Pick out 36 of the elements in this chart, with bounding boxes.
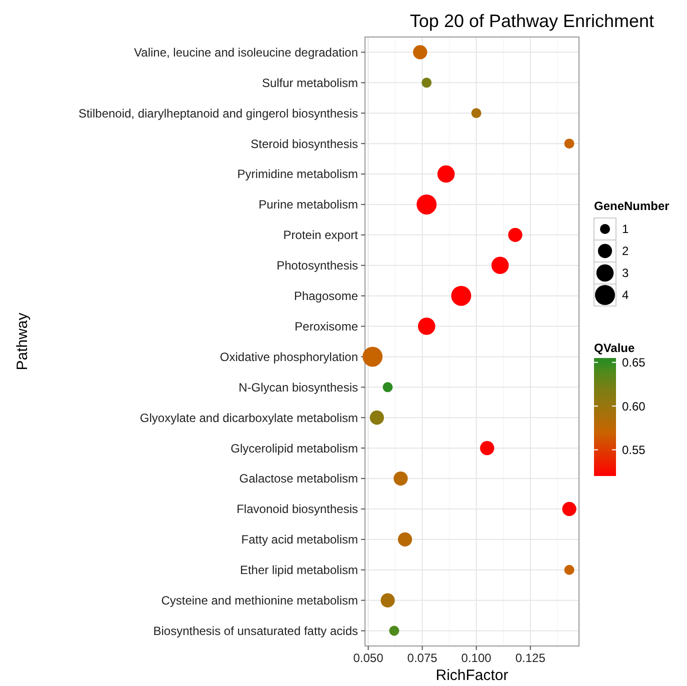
- y-tick-label: Sulfur metabolism: [262, 76, 358, 90]
- y-tick-label: Biosynthesis of unsaturated fatty acids: [153, 624, 358, 638]
- y-tick-label: Glyoxylate and dicarboxylate metabolism: [140, 410, 358, 425]
- y-tick-label: Peroxisome: [294, 319, 358, 334]
- x-tick-label: 0.050: [353, 651, 384, 665]
- y-tick-label: Steroid biosynthesis: [250, 136, 358, 151]
- y-tick-label: Protein export: [283, 228, 359, 242]
- y-tick-label: N-Glycan biosynthesis: [238, 380, 358, 394]
- legend-label: 2: [622, 244, 629, 258]
- y-tick-label: Glycerolipid metabolism: [230, 441, 358, 456]
- y-tick-label: Stilbenoid, diarylheptanoid and gingerol biosynthesis: [78, 106, 358, 120]
- x-tick-label: 0.100: [461, 651, 492, 665]
- x-axis-title: RichFactor: [436, 667, 508, 684]
- x-tick-label: 0.125: [515, 651, 546, 665]
- legend-label: 1: [622, 222, 629, 236]
- legend-title: GeneNumber: [594, 199, 670, 213]
- color-bar-label: 0.60: [622, 399, 646, 414]
- y-tick-label: Valine, leucine and isoleucine degradation: [134, 45, 358, 60]
- y-tick-label: Photosynthesis: [276, 258, 358, 273]
- chart-title: Top 20 of Pathway Enrichment: [410, 11, 654, 31]
- y-tick-label: Ether lipid metabolism: [240, 563, 358, 578]
- legend-label: 4: [622, 288, 629, 302]
- x-tick-label: 0.075: [407, 651, 438, 665]
- y-tick-label: Galactose metabolism: [239, 472, 358, 486]
- y-tick-label: Cysteine and methionine metabolism: [161, 594, 358, 608]
- y-tick-label: Fatty acid metabolism: [241, 532, 358, 547]
- color-bar-label: 0.55: [622, 442, 646, 457]
- y-tick-label: Purine metabolism: [258, 198, 358, 212]
- y-tick-label: Pyrimidine metabolism: [237, 167, 358, 182]
- color-bar-title: QValue: [594, 341, 636, 355]
- y-tick-label: Phagosome: [294, 289, 358, 304]
- legend-label: 3: [622, 266, 629, 280]
- color-bar-label: 0.65: [622, 356, 646, 370]
- y-axis-title: Pathway: [14, 312, 31, 370]
- y-tick-label: Oxidative phosphorylation: [220, 350, 358, 364]
- y-tick-label: Flavonoid biosynthesis: [236, 502, 358, 516]
